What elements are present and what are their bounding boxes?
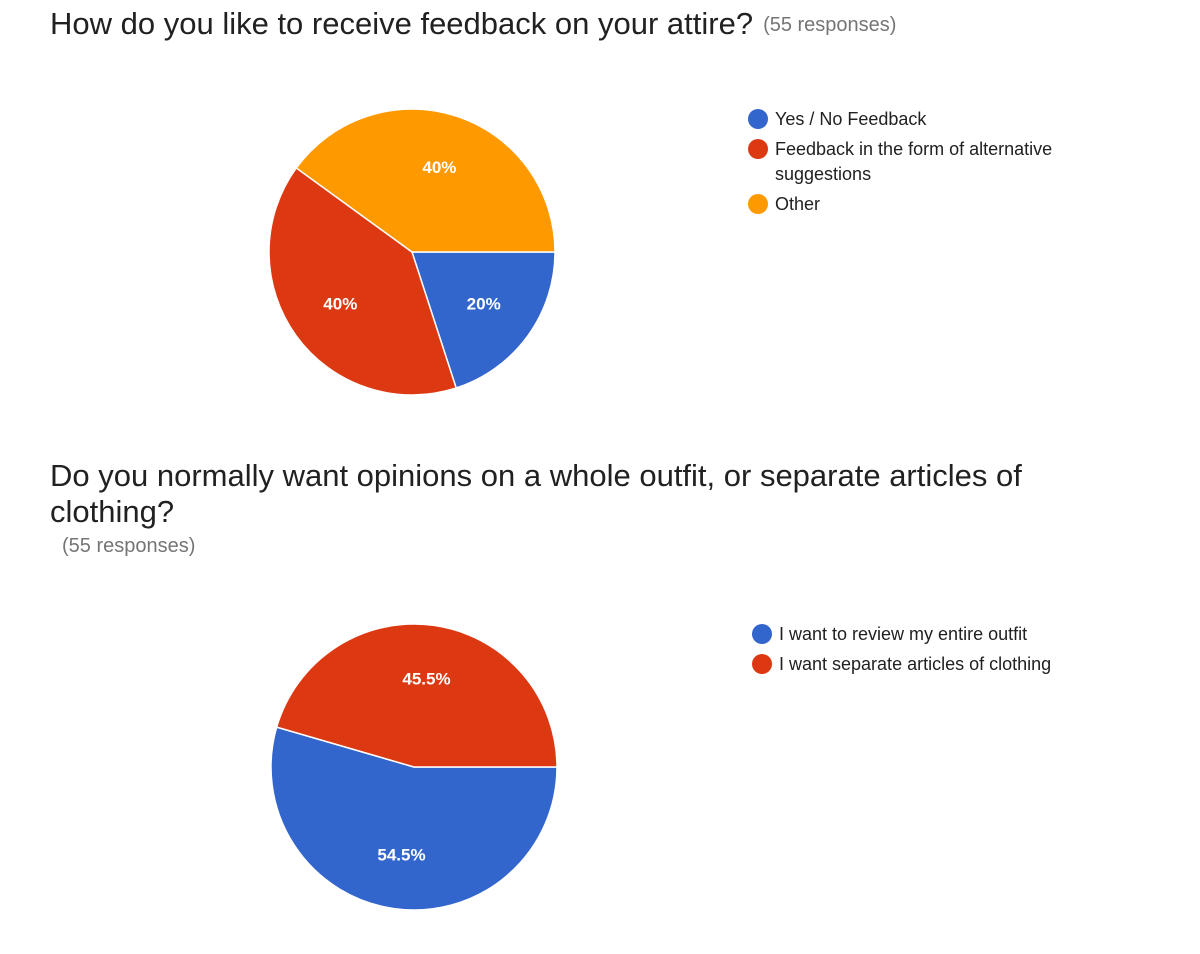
chart-1-data-label: 40% [422,158,456,177]
chart-2-legend-item[interactable]: I want to review my entire outfit [752,622,1112,647]
chart-1-legend-label: Yes / No Feedback [775,109,927,129]
chart-1-slice[interactable] [410,251,556,389]
chart-1-legend-item[interactable]: Yes / No Feedback [748,107,1088,132]
chart-2-data-label: 54.5% [377,845,425,864]
chart-2-slice[interactable] [275,623,558,768]
chart-2-pie: 54.5% 45.5% [270,623,558,911]
chart-2-slice[interactable] [270,726,558,911]
chart-2-legend-item[interactable]: I want separate articles of clothing [752,652,1112,677]
chart-1-legend-label: Feedback in the form of alternative sugg… [775,139,1053,184]
chart-1-legend-label: Other [775,194,821,214]
chart-1-slice[interactable] [268,166,458,396]
chart-1-pie: 20% 40% 40% [268,108,556,396]
chart-1-legend: Yes / No Feedback Feedback in the form o… [748,107,1088,222]
chart-2-title: Do you normally want opinions on a whole… [50,458,1022,529]
chart-1-title: How do you like to receive feedback on y… [50,6,896,43]
chart-1-response-count: (55 responses) [763,14,897,36]
chart-1-title-text: How do you like to receive feedback on y… [50,6,754,41]
chart-1-legend-item[interactable]: Other [748,192,1088,217]
chart-1-data-label: 40% [323,295,357,314]
chart-1-legend-swatch [748,194,768,214]
chart-1-legend-swatch [748,139,768,159]
chart-2-legend-swatch [752,624,772,644]
chart-2-legend-label: I want separate articles of clothing [779,654,1052,674]
chart-1-legend-swatch [748,109,768,129]
chart-2-legend: I want to review my entire outfit I want… [752,622,1112,682]
chart-2-data-label: 45.5% [402,670,450,689]
chart-1-data-label: 20% [467,295,501,314]
chart-2-response-count: (55 responses) [62,535,196,557]
chart-2-legend-swatch [752,654,772,674]
chart-2-legend-label: I want to review my entire outfit [779,624,1028,644]
chart-1-slice[interactable] [295,108,556,253]
chart-1-legend-item[interactable]: Feedback in the form of alternative sugg… [748,137,1088,187]
